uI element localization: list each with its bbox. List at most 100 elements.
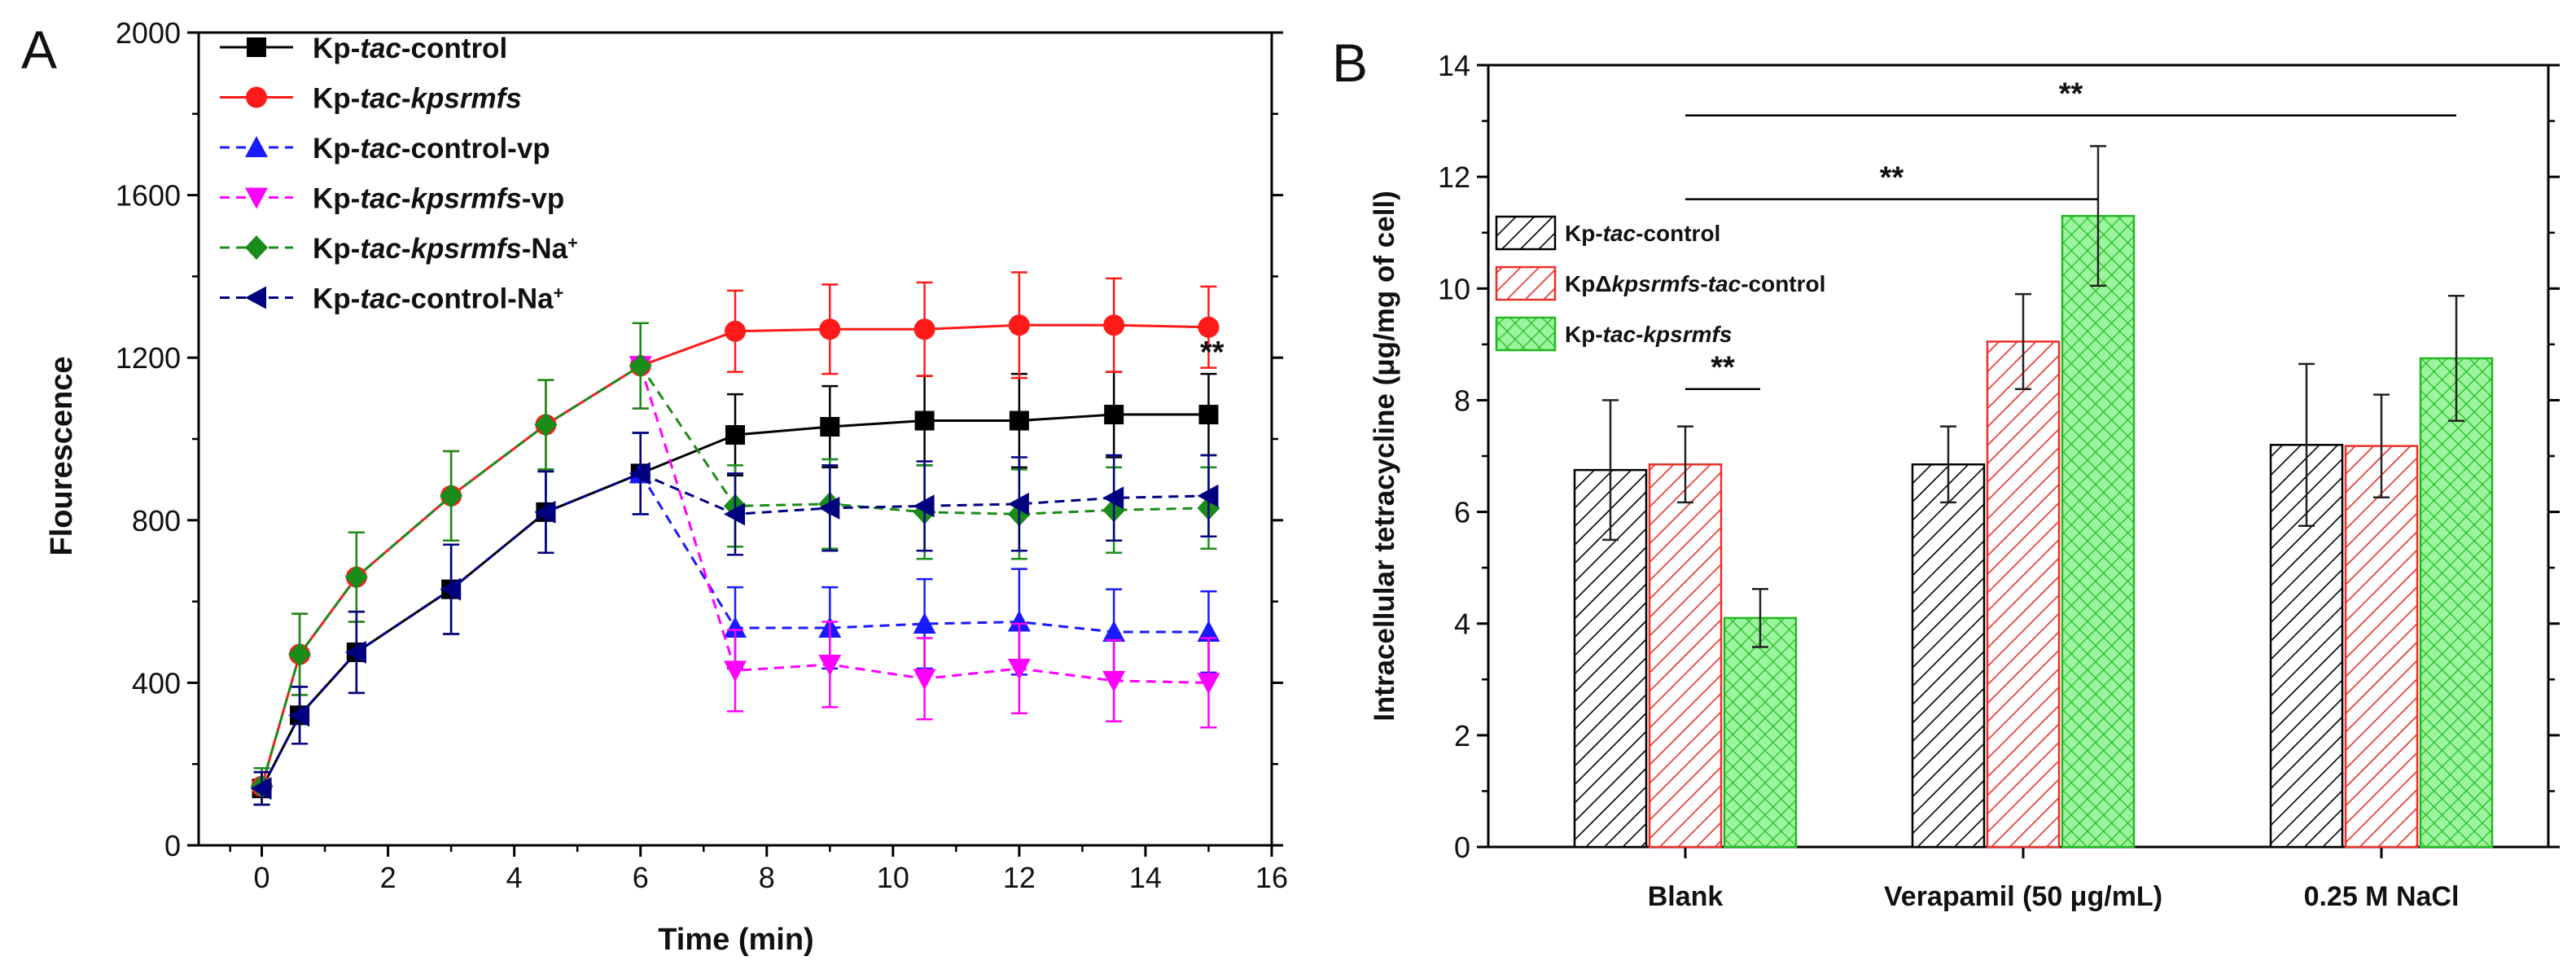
y-tick-label: 800 [132, 504, 181, 537]
data-point [725, 320, 746, 342]
panel-b-axes: 0 2 4 6 8 10 12 14 Blank Verapamil (50 μg/mL) 0.25… [1438, 49, 2560, 912]
data-point [1007, 658, 1031, 680]
data-point [534, 412, 558, 437]
panel-b-significance: ** ** ** [1685, 77, 2456, 390]
y-tick-label: 1200 [116, 341, 181, 375]
panel-a-significance: ** [1200, 336, 1224, 370]
data-point [913, 612, 936, 634]
data-point [629, 353, 652, 379]
data-point [724, 502, 745, 526]
legend-marker [245, 235, 268, 260]
data-point [914, 410, 935, 431]
data-point [1198, 405, 1219, 425]
panel-a-y-axis-title: Flourescence [45, 357, 79, 556]
data-point [913, 494, 935, 518]
panel-a-legend: Kp-tac-control Kp-tac-kpsrmfs Kp-tac-contr… [220, 33, 578, 315]
bar [2419, 357, 2494, 849]
panel-b-y-axis-title: Intracellular tetracycline (μg/mg of cel… [1369, 191, 1400, 722]
significance-label: ** [1880, 161, 1904, 195]
panel-a: A 0 400 800 1200 1600 2000 0 2 4 6 8 10 12 14 16 Kp-ta… [21, 16, 1288, 957]
data-point [440, 577, 462, 601]
data-point [288, 704, 310, 727]
data-point [1104, 405, 1124, 425]
x-tick-label: 6 [633, 861, 649, 894]
x-tick-label: 4 [506, 861, 523, 894]
data-point [629, 462, 651, 485]
data-point [1197, 621, 1220, 643]
data-point [1102, 486, 1124, 510]
bar [1986, 340, 2061, 849]
x-tick-label: Verapamil (50 μg/mL) [1884, 881, 2162, 912]
data-point [1102, 670, 1126, 692]
panel-a-axes: 0 400 800 1200 1600 2000 0 2 4 6 8 10 12 14 16 [116, 16, 1288, 894]
legend-marker [245, 286, 266, 309]
y-tick-label: 12 [1438, 160, 1470, 194]
series-line [261, 364, 1209, 788]
legend-marker [247, 37, 266, 57]
y-tick-label: 14 [1438, 49, 1470, 82]
x-tick-label: Blank [1648, 881, 1724, 912]
legend-label: Kp-tac-control-vp [313, 133, 550, 165]
x-tick-label: 8 [759, 861, 775, 894]
panel-a-series [250, 271, 1220, 806]
legend-marker [245, 187, 268, 209]
series-line [261, 472, 1209, 789]
data-point [534, 500, 556, 524]
y-tick-label: 2000 [116, 16, 181, 50]
legend-swatch [1495, 265, 1557, 301]
legend-label: KpΔkpsrmfs-tac-control [1565, 271, 1825, 296]
panel-b-legend: Kp-tac-control KpΔkpsrmfs-tac-control Kp-t… [1495, 215, 1825, 352]
legend-label: Kp-tac-control-Na+ [313, 282, 563, 315]
data-point [819, 318, 841, 340]
x-tick-label: 16 [1255, 861, 1288, 894]
y-tick-label: 8 [1454, 384, 1470, 417]
data-point [1009, 410, 1029, 431]
legend-swatch [1495, 316, 1557, 352]
legend-marker [245, 136, 268, 157]
y-tick-label: 0 [1454, 831, 1470, 864]
data-point [724, 660, 747, 682]
data-point [1007, 492, 1029, 516]
y-tick-label: 6 [1454, 496, 1470, 529]
data-point [820, 417, 840, 437]
legend-swatch [1495, 215, 1557, 251]
data-point [1198, 316, 1220, 338]
data-point [1103, 314, 1125, 336]
data-point [344, 640, 366, 664]
data-point [725, 425, 745, 445]
legend-marker [246, 86, 267, 108]
legend-label: Kp-tac-control [313, 33, 507, 64]
bar [1648, 463, 1723, 849]
bar [1723, 616, 1798, 849]
y-tick-label: 400 [132, 666, 181, 700]
data-point [724, 616, 747, 638]
panel-b-bars [1573, 145, 2494, 849]
series-5 [250, 432, 1219, 806]
data-point [818, 654, 842, 676]
y-tick-label: 2 [1454, 719, 1470, 752]
significance-label: ** [2059, 77, 2083, 112]
y-tick-label: 0 [164, 829, 181, 862]
x-tick-label: 12 [1003, 861, 1036, 894]
legend-label: Kp-tac-kpsrmfs [313, 83, 522, 115]
y-tick-label: 4 [1454, 608, 1470, 641]
y-tick-label: 1600 [116, 179, 181, 213]
panel-b-label: B [1332, 33, 1368, 93]
x-tick-label: 14 [1129, 861, 1162, 894]
data-point [440, 483, 463, 508]
bar [2061, 214, 2136, 849]
legend-label: Kp-tac-control [1565, 221, 1720, 246]
x-tick-label: 2 [380, 861, 396, 894]
panel-a-label: A [21, 20, 57, 80]
legend-label: Kp-tac-kpsrmfs [1565, 322, 1732, 347]
y-tick-label: 10 [1438, 272, 1470, 305]
data-point [1008, 314, 1030, 336]
panel-b: B 0 2 4 6 8 10 12 14 Blank Verapamil (50 μg/mL) 0.… [1332, 33, 2560, 912]
x-tick-label: 0 [254, 861, 270, 894]
data-point [1197, 484, 1219, 507]
x-tick-label: 0.25 M NaCl [2304, 881, 2460, 912]
data-point [1007, 610, 1031, 632]
legend-label: Kp-tac-kpsrmfs-Na+ [313, 232, 578, 265]
data-point [288, 642, 312, 667]
